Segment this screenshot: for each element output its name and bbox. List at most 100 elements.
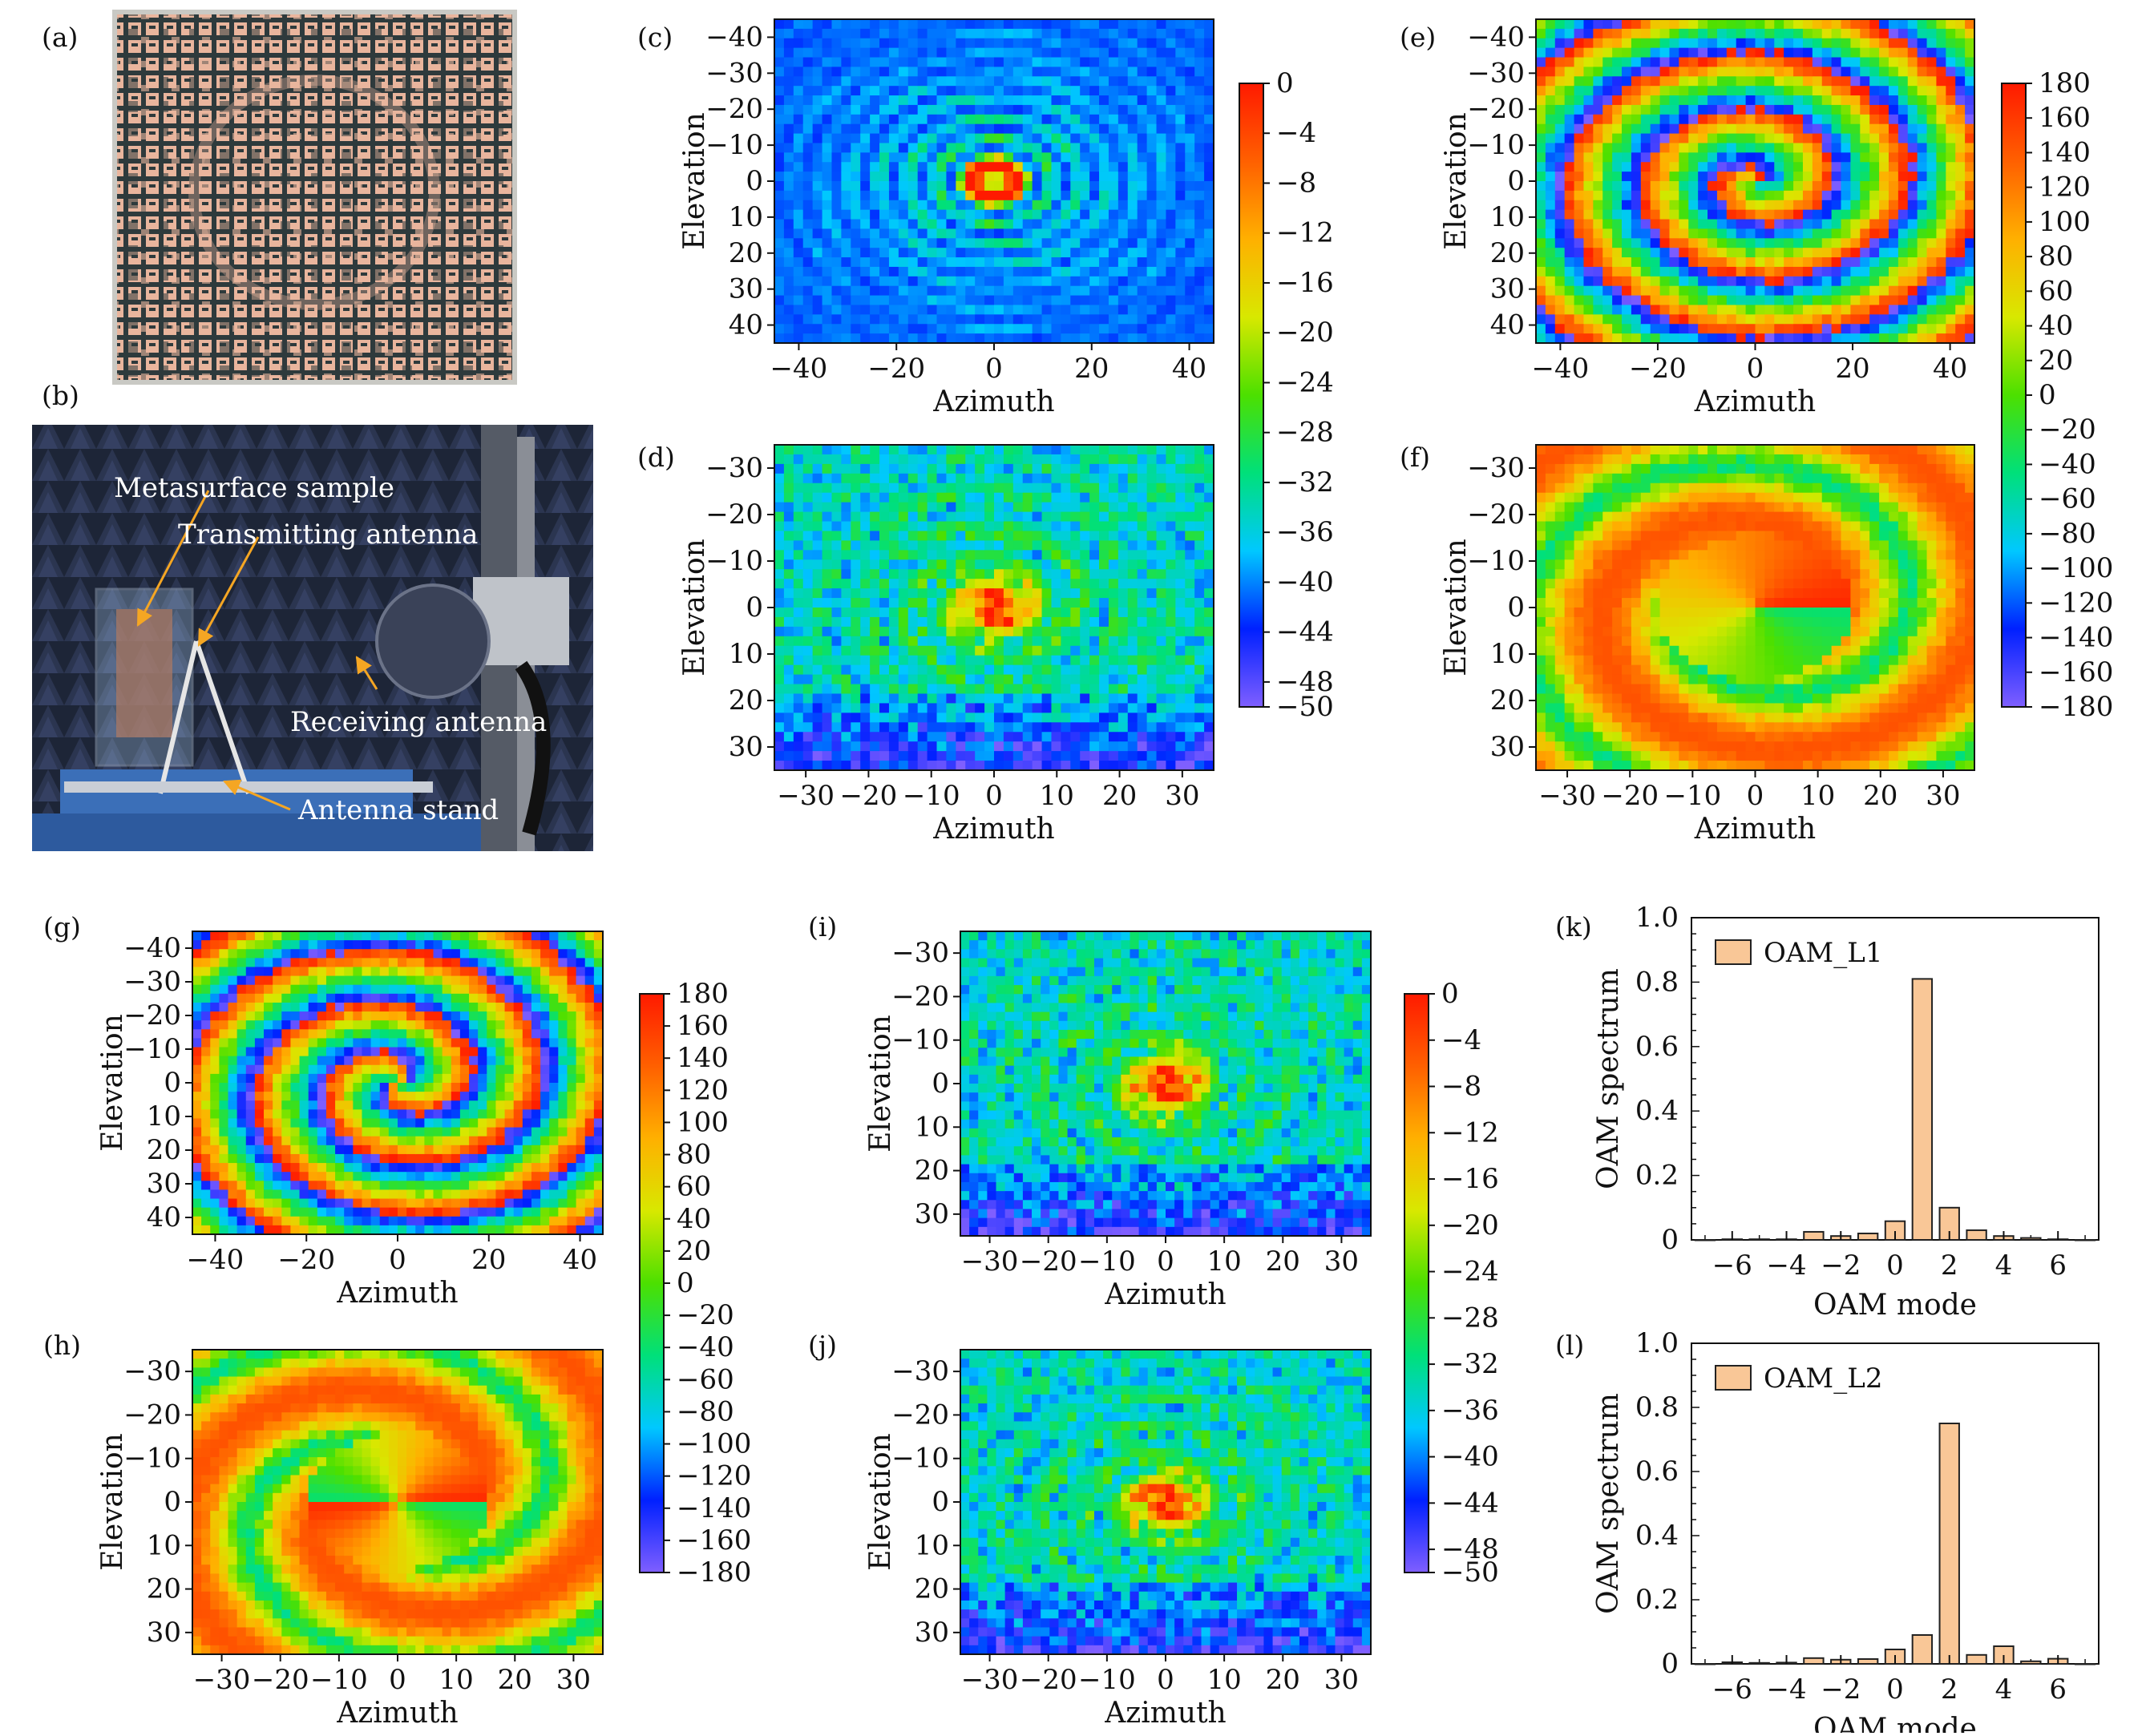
y-tick-label: 10 <box>729 201 763 233</box>
bar <box>1858 1233 1877 1240</box>
y-tick-label: 10 <box>915 1111 949 1143</box>
colorbar-tick-label: −40 <box>1276 566 1334 598</box>
x-tick-label: −40 <box>187 1244 245 1276</box>
y-tick-label: 10 <box>147 1529 181 1561</box>
y-tick-label: −30 <box>1467 452 1525 484</box>
x-axis-label: OAM mode <box>1813 1713 1977 1733</box>
colorbar-tick-label: 0 <box>2039 379 2056 411</box>
y-tick-label: −40 <box>705 21 763 53</box>
panel-label-j: (j) <box>808 1330 837 1361</box>
y-tick-label: −30 <box>705 452 763 484</box>
colorbar-tick-label: 80 <box>2039 240 2073 273</box>
label-receiving-antenna: Receiving antenna <box>290 706 547 738</box>
x-tick-label: 30 <box>1926 780 1960 812</box>
colorbar-tick-label: 40 <box>677 1203 711 1235</box>
colorbar-tick-label: −160 <box>2039 656 2113 688</box>
colorbar-tick-label: −24 <box>1441 1256 1499 1288</box>
x-tick-label: −10 <box>903 780 960 812</box>
colorbar-tick-label: 180 <box>2039 67 2091 99</box>
y-tick-label: 10 <box>147 1100 181 1132</box>
y-tick-label: 0 <box>1507 165 1525 197</box>
y-tick-label: −10 <box>891 1443 949 1475</box>
bar <box>1804 1658 1823 1664</box>
x-tick-label: −20 <box>277 1244 335 1276</box>
x-axis-label: Azimuth <box>1694 386 1816 418</box>
bar <box>2021 1661 2040 1664</box>
colorbar-tick-label: −120 <box>2039 587 2113 619</box>
y-tick-label: 0.4 <box>1635 1095 1679 1127</box>
y-tick-label: 0 <box>164 1067 181 1099</box>
colorbar-fill <box>1404 994 1429 1572</box>
colorbar-tick-label: −8 <box>1276 167 1316 199</box>
y-tick-label: −20 <box>891 980 949 1012</box>
x-tick-label: 0 <box>1886 1673 1904 1706</box>
x-tick-label: 30 <box>1324 1664 1359 1696</box>
bar <box>2075 1664 2095 1665</box>
panel-label-l: (l) <box>1555 1330 1584 1361</box>
colorbar-tick-label: 160 <box>2039 102 2091 134</box>
panel-label-a: (a) <box>42 22 78 53</box>
x-tick-label: −10 <box>1663 780 1721 812</box>
x-tick-label: 4 <box>1995 1250 2013 1282</box>
x-axis-label: Azimuth <box>932 813 1054 846</box>
y-tick-label: −10 <box>123 1443 181 1475</box>
colorbar-tick-label: −100 <box>677 1428 751 1460</box>
legend-label: OAM_L1 <box>1764 937 1882 969</box>
y-tick-label: 30 <box>1490 731 1525 763</box>
x-axis-label: Azimuth <box>1104 1278 1226 1311</box>
colorbar-tick-label: 0 <box>1276 67 1294 99</box>
y-tick-label: −30 <box>705 57 763 89</box>
colorbar-tick-label: −50 <box>1441 1556 1499 1589</box>
y-tick-label: 0.6 <box>1635 1455 1679 1488</box>
colorbar-tick-label: −20 <box>1441 1209 1499 1241</box>
x-tick-label: −4 <box>1766 1673 1806 1706</box>
heatmap-cells-h <box>192 1350 604 1655</box>
colorbar-tick-label: −20 <box>677 1299 734 1331</box>
plot-frame-k <box>1691 918 2099 1240</box>
x-tick-label: 40 <box>563 1244 597 1276</box>
y-tick-label: 30 <box>915 1198 949 1230</box>
x-axis-label: Azimuth <box>1694 813 1816 846</box>
y-tick-label: −10 <box>705 129 763 161</box>
colorbar-tick-label: 60 <box>2039 275 2073 307</box>
x-tick-label: −30 <box>961 1664 1019 1696</box>
y-tick-label: 0.8 <box>1635 966 1679 998</box>
x-axis-label: Azimuth <box>336 1697 458 1730</box>
x-tick-label: 0 <box>985 780 1003 812</box>
x-tick-label: 0 <box>1886 1250 1904 1282</box>
bar <box>1858 1659 1877 1664</box>
y-tick-label: 30 <box>1490 273 1525 305</box>
y-tick-label: −10 <box>891 1024 949 1056</box>
colorbar-tick-label: −4 <box>1276 117 1316 149</box>
panel-label-d: (d) <box>637 442 675 473</box>
y-tick-label: 20 <box>147 1573 181 1605</box>
x-tick-label: 10 <box>439 1664 474 1696</box>
panel-label-c: (c) <box>637 22 673 53</box>
x-tick-label: −6 <box>1712 1673 1752 1706</box>
y-tick-label: 30 <box>729 273 763 305</box>
plot-frame-l <box>1691 1343 2099 1664</box>
y-tick-label: 0 <box>164 1486 181 1518</box>
colorbar-tick-label: −140 <box>677 1492 751 1524</box>
y-tick-label: 0 <box>1661 1224 1679 1256</box>
x-tick-label: 20 <box>1266 1245 1300 1278</box>
y-tick-label: 1.0 <box>1635 902 1679 934</box>
x-tick-label: 30 <box>1165 780 1199 812</box>
colorbar-tick-label: −80 <box>2039 518 2096 550</box>
y-tick-label: 40 <box>1490 309 1525 341</box>
x-tick-label: 30 <box>1324 1245 1359 1278</box>
colorbar-tick-label: −36 <box>1276 516 1334 548</box>
panel-label-h: (h) <box>43 1330 81 1361</box>
colorbar-tick-label: 180 <box>677 978 729 1010</box>
x-tick-label: −6 <box>1712 1250 1752 1282</box>
colorbar-tick-label: 120 <box>677 1074 729 1106</box>
x-tick-label: 0 <box>1747 353 1764 385</box>
x-tick-label: −20 <box>1020 1245 1077 1278</box>
y-tick-label: −10 <box>705 545 763 577</box>
x-tick-label: −2 <box>1821 1673 1861 1706</box>
y-tick-label: 30 <box>147 1168 181 1200</box>
